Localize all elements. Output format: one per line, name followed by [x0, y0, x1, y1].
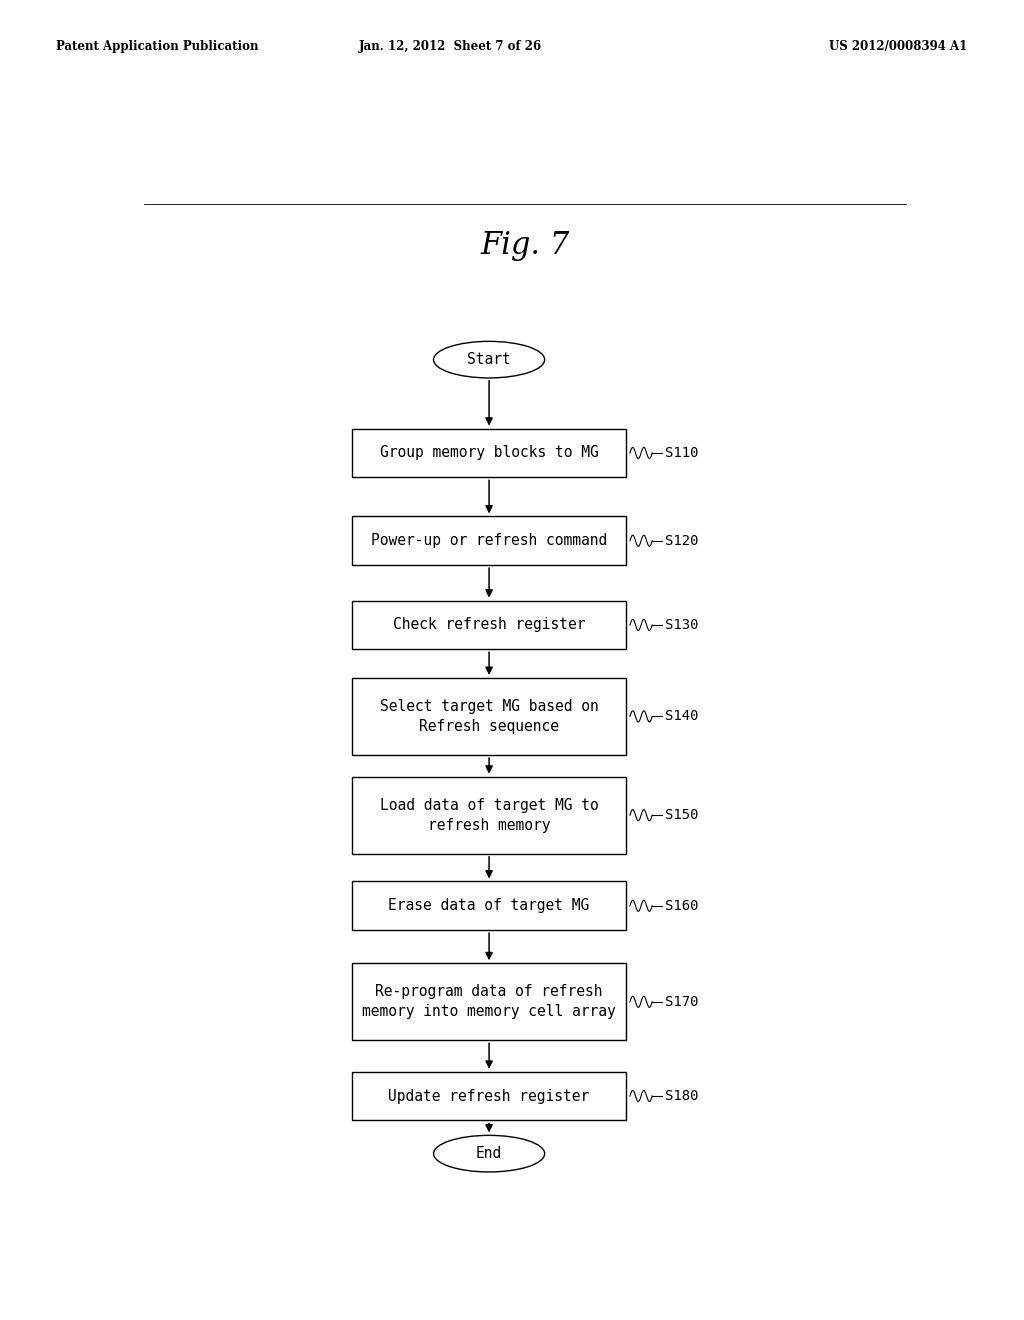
- Ellipse shape: [433, 1135, 545, 1172]
- Text: S150: S150: [665, 808, 698, 822]
- FancyBboxPatch shape: [352, 429, 626, 478]
- FancyBboxPatch shape: [352, 964, 626, 1040]
- FancyBboxPatch shape: [352, 677, 626, 755]
- Text: Select target MG based on
Refresh sequence: Select target MG based on Refresh sequen…: [380, 700, 598, 734]
- FancyBboxPatch shape: [352, 601, 626, 649]
- Text: Start: Start: [467, 352, 511, 367]
- Text: S130: S130: [665, 618, 698, 632]
- Text: Group memory blocks to MG: Group memory blocks to MG: [380, 445, 598, 461]
- FancyBboxPatch shape: [352, 776, 626, 854]
- Text: Check refresh register: Check refresh register: [393, 618, 586, 632]
- Text: S140: S140: [665, 709, 698, 723]
- Text: S160: S160: [665, 899, 698, 912]
- Text: US 2012/0008394 A1: US 2012/0008394 A1: [829, 40, 968, 53]
- Text: Jan. 12, 2012  Sheet 7 of 26: Jan. 12, 2012 Sheet 7 of 26: [359, 40, 542, 53]
- Text: S120: S120: [665, 533, 698, 548]
- Text: End: End: [476, 1146, 502, 1162]
- FancyBboxPatch shape: [352, 882, 626, 931]
- Text: S110: S110: [665, 446, 698, 459]
- Text: Erase data of target MG: Erase data of target MG: [388, 898, 590, 913]
- Text: Load data of target MG to
refresh memory: Load data of target MG to refresh memory: [380, 797, 598, 833]
- Text: Update refresh register: Update refresh register: [388, 1089, 590, 1104]
- Text: S170: S170: [665, 995, 698, 1008]
- Text: Power-up or refresh command: Power-up or refresh command: [371, 533, 607, 548]
- FancyBboxPatch shape: [352, 516, 626, 565]
- Text: Re-program data of refresh
memory into memory cell array: Re-program data of refresh memory into m…: [362, 985, 616, 1019]
- FancyBboxPatch shape: [352, 1072, 626, 1121]
- Text: Patent Application Publication: Patent Application Publication: [56, 40, 259, 53]
- Text: S180: S180: [665, 1089, 698, 1104]
- Text: Fig. 7: Fig. 7: [480, 230, 569, 260]
- Ellipse shape: [433, 342, 545, 378]
